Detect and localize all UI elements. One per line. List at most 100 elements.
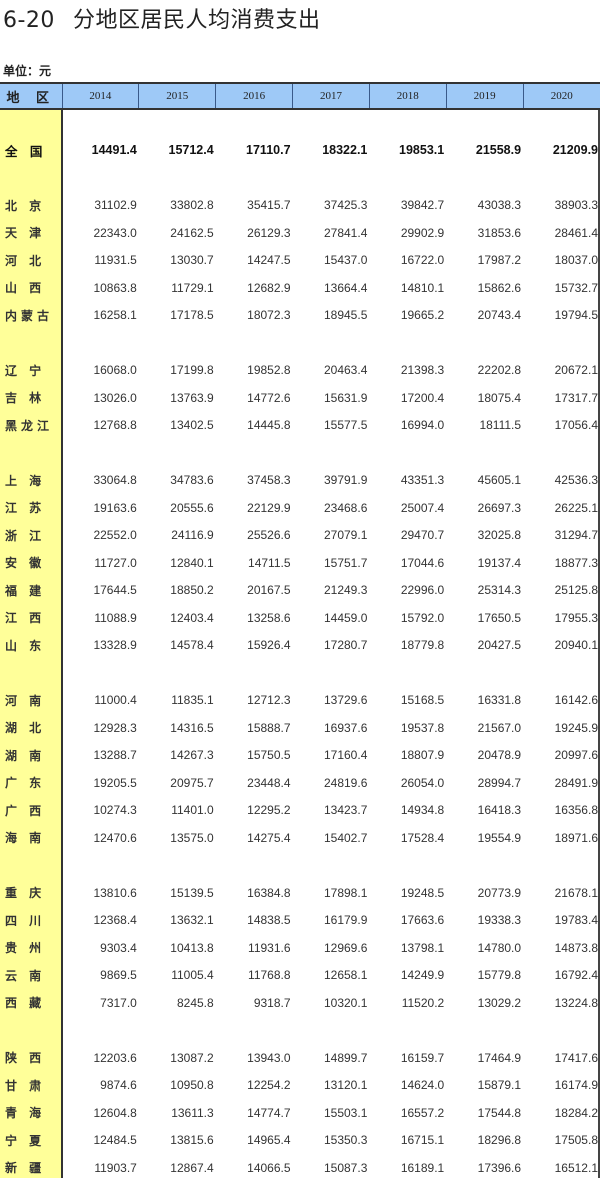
region-name: 山 东 — [5, 638, 46, 653]
value-cell-2018: 14249.9 — [400, 968, 445, 983]
value-cell-2019: 14780.0 — [477, 940, 522, 955]
region-name: 北 京 — [5, 198, 46, 213]
table-row: 宁 夏 12484.5 13815.6 14965.4 15350.3 16715.1 18… — [0, 1127, 600, 1155]
empty-cell — [0, 852, 62, 880]
value-cell-2016: 13258.6 — [247, 610, 291, 625]
header-region: 地 区 — [0, 82, 62, 110]
value-cell-2015: 11835.1 — [171, 693, 214, 708]
value-cell-2014: 12928.3 — [93, 720, 137, 735]
empty-cell — [216, 852, 293, 880]
value-cell-2018: 39842.7 — [400, 198, 445, 213]
header-year-2020: 2020 — [522, 82, 600, 110]
region-name: 湖 南 — [5, 748, 46, 763]
value-cell-2014: 19163.6 — [93, 500, 137, 515]
value-cell-2017: 12969.6 — [323, 940, 368, 955]
empty-cell — [293, 329, 370, 357]
table-row: 吉 林 13026.0 13763.9 14772.6 15631.9 17200.4 18… — [0, 384, 600, 412]
empty-cell — [216, 1017, 293, 1045]
value-cell-2018: 19665.2 — [400, 308, 445, 323]
empty-cell — [293, 852, 370, 880]
table-row: 河 北 11931.5 13030.7 14247.5 15437.0 16722.0 17… — [0, 247, 600, 275]
value-cell-2018: 19537.8 — [400, 720, 445, 735]
value-cell-2016: 23448.4 — [247, 775, 291, 790]
value-cell-2020: 17955.3 — [554, 610, 598, 625]
value-cell-2019: 21558.9 — [475, 143, 522, 158]
value-cell-2017: 16937.6 — [323, 720, 368, 735]
value-cell-2019: 20427.5 — [477, 638, 522, 653]
value-cell-2015: 12867.4 — [170, 1160, 214, 1175]
empty-cell — [523, 329, 600, 357]
value-cell-2015: 13575.0 — [170, 830, 214, 845]
value-cell-2018: 21398.3 — [400, 363, 445, 378]
value-cell-2019: 15879.1 — [477, 1078, 522, 1093]
empty-cell — [139, 439, 216, 467]
value-cell-2016: 19852.8 — [247, 363, 291, 378]
value-cell-2019: 28994.7 — [477, 775, 522, 790]
value-cell-2014: 12470.6 — [93, 830, 137, 845]
header-year-2019: 2019 — [445, 82, 524, 110]
value-cell-2016: 15926.4 — [247, 638, 291, 653]
empty-cell — [139, 1017, 216, 1045]
empty-cell — [369, 164, 446, 192]
value-cell-2017: 18322.1 — [322, 143, 368, 158]
value-cell-2015: 18850.2 — [170, 583, 214, 598]
value-cell-2015: 8245.8 — [176, 995, 214, 1010]
value-cell-2019: 13029.2 — [477, 995, 522, 1010]
value-cell-2014: 16258.1 — [93, 308, 137, 323]
value-cell-2016: 15750.5 — [247, 748, 291, 763]
value-cell-2020: 20672.1 — [554, 363, 598, 378]
value-cell-2019: 17544.8 — [477, 1105, 522, 1120]
value-cell-2015: 10413.8 — [170, 940, 214, 955]
value-cell-2020: 16512.1 — [554, 1160, 598, 1175]
value-cell-2016: 14838.5 — [247, 913, 291, 928]
value-cell-2019: 17987.2 — [477, 253, 522, 268]
value-cell-2015: 24116.9 — [171, 528, 214, 543]
value-cell-2014: 9303.4 — [100, 940, 137, 955]
total-row: 全 国 14491.4 15712.4 17110.7 18322.1 19853.1 21… — [0, 137, 600, 165]
value-cell-2014: 13026.0 — [93, 390, 137, 405]
value-cell-2017: 15503.1 — [323, 1105, 368, 1120]
value-cell-2015: 14316.5 — [170, 720, 214, 735]
value-cell-2017: 17280.7 — [323, 638, 368, 653]
empty-cell — [446, 659, 523, 687]
value-cell-2014: 9874.6 — [100, 1078, 137, 1093]
table-row: 湖 北 12928.3 14316.5 15888.7 16937.6 19537.8 21… — [0, 714, 600, 742]
table-row: 广 东 19205.5 20975.7 23448.4 24819.6 26054.0 28… — [0, 769, 600, 797]
table-row: 山 西 10863.8 11729.1 12682.9 13664.4 14810.1 15… — [0, 274, 600, 302]
empty-cell — [139, 164, 216, 192]
region-name: 重 庆 — [5, 886, 46, 901]
value-cell-2020: 18877.3 — [554, 555, 598, 570]
region-name: 广 东 — [5, 776, 46, 791]
value-cell-2020: 26225.1 — [554, 500, 598, 515]
value-cell-2018: 18779.8 — [400, 638, 445, 653]
region-name: 湖 北 — [5, 721, 46, 736]
value-cell-2016: 37458.3 — [247, 473, 291, 488]
region-name: 上 海 — [5, 473, 46, 488]
empty-cell — [0, 439, 62, 467]
value-cell-2015: 17178.5 — [170, 308, 214, 323]
empty-cell — [216, 109, 293, 137]
value-cell-2018: 14934.8 — [400, 803, 445, 818]
empty-cell — [293, 164, 370, 192]
table-row: 四 川 12368.4 13632.1 14838.5 16179.9 17663.6 19… — [0, 907, 600, 935]
value-cell-2016: 22129.9 — [247, 500, 291, 515]
table-row: 山 东 13328.9 14578.4 15926.4 17280.7 18779.8 20… — [0, 632, 600, 660]
region-name: 辽 宁 — [5, 363, 46, 378]
table-row: 云 南 9869.5 11005.4 11768.8 12658.1 14249.9 157… — [0, 962, 600, 990]
region-name: 福 建 — [5, 583, 46, 598]
value-cell-2019: 18075.4 — [477, 390, 522, 405]
value-cell-2019: 15779.8 — [477, 968, 522, 983]
value-cell-2020: 16142.6 — [554, 693, 598, 708]
value-cell-2019: 45605.1 — [477, 473, 522, 488]
value-cell-2015: 15139.5 — [170, 885, 214, 900]
value-cell-2016: 25526.6 — [247, 528, 291, 543]
value-cell-2015: 10950.8 — [170, 1078, 214, 1093]
value-cell-2016: 14066.5 — [247, 1160, 291, 1175]
value-cell-2016: 12682.9 — [247, 280, 291, 295]
value-cell-2019: 25314.3 — [477, 583, 522, 598]
value-cell-2016: 14774.7 — [247, 1105, 291, 1120]
value-cell-2017: 27079.1 — [323, 528, 368, 543]
value-cell-2017: 15577.5 — [323, 418, 368, 433]
value-cell-2020: 28461.4 — [554, 225, 598, 240]
value-cell-2016: 11931.6 — [248, 940, 291, 955]
